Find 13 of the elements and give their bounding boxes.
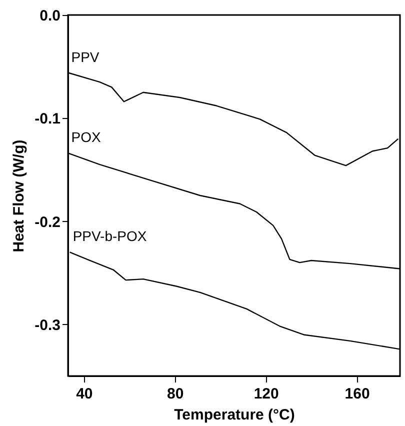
- y-tick-label: -0.2: [34, 214, 60, 231]
- y-tick-label: 0.0: [40, 8, 60, 24]
- y-tick-label: -0.3: [34, 316, 60, 334]
- series-label: POX: [71, 129, 102, 146]
- x-tick-label: 160: [344, 386, 370, 402]
- x-tick-label: 120: [254, 386, 279, 402]
- x-tick-label: 40: [76, 386, 93, 402]
- y-axis-title: Heat Flow (W/g): [10, 140, 28, 252]
- x-tick-label: 80: [167, 386, 184, 402]
- series-label: PPV: [71, 48, 100, 65]
- x-axis-title: Temperature (°C): [174, 406, 295, 424]
- series-label: PPV-b-POX: [72, 228, 148, 244]
- y-tick-label: -0.1: [34, 110, 60, 128]
